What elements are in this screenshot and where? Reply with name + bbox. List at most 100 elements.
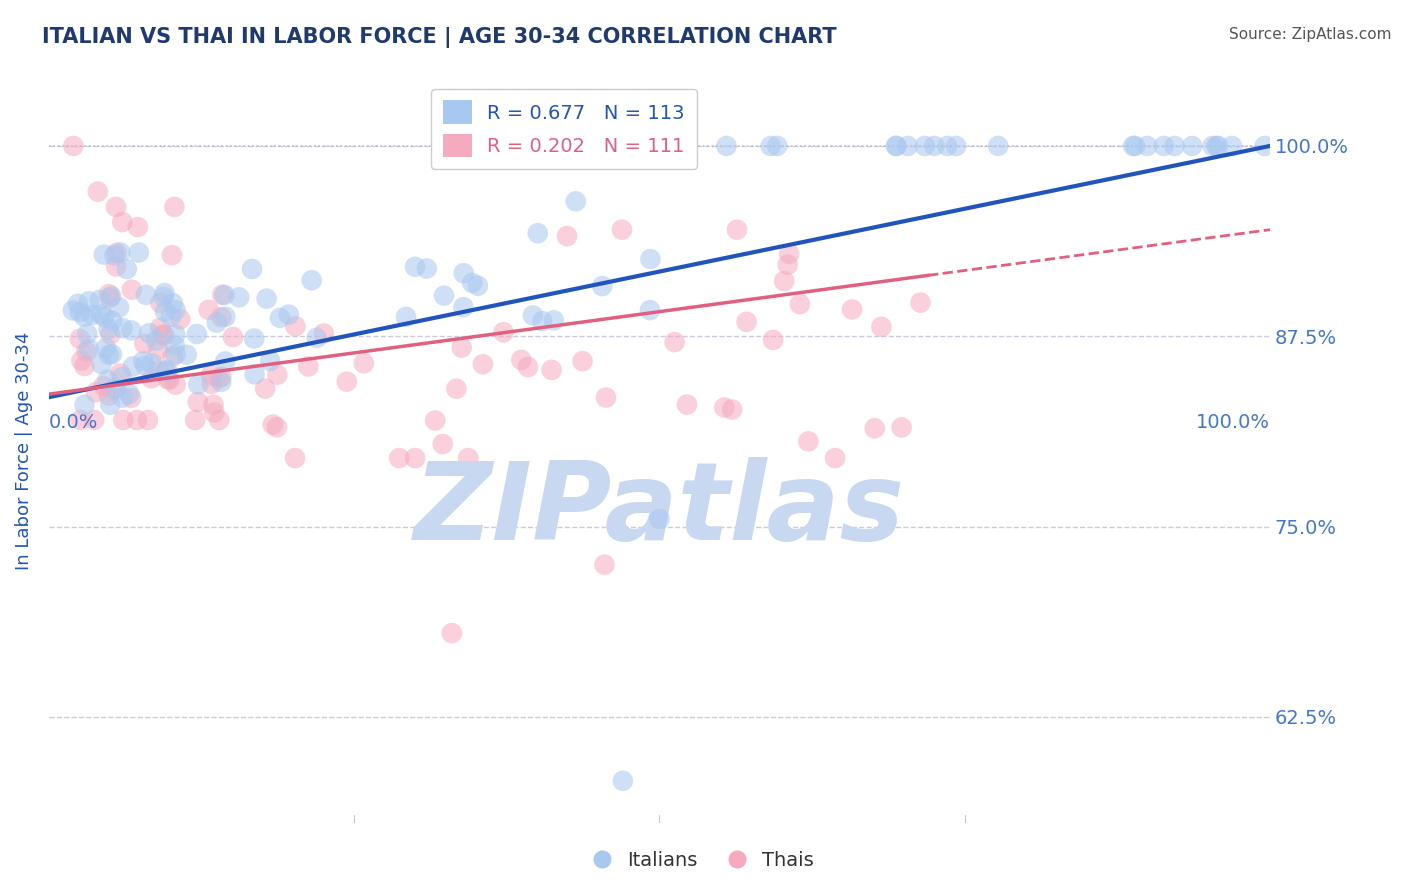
- Point: [425, 413, 447, 427]
- Point: [89, 293, 111, 307]
- Point: [163, 200, 186, 214]
- Point: [97, 373, 120, 387]
- Text: Source: ZipAtlas.com: Source: ZipAtlas.com: [1229, 27, 1392, 42]
- Point: [98, 348, 121, 362]
- Point: [214, 310, 236, 324]
- Point: [591, 279, 613, 293]
- Point: [209, 369, 232, 384]
- Point: [571, 354, 593, 368]
- Point: [97, 322, 120, 336]
- Point: [565, 194, 588, 209]
- Point: [163, 338, 186, 352]
- Point: [510, 352, 533, 367]
- Point: [105, 245, 128, 260]
- Point: [197, 302, 219, 317]
- Point: [457, 451, 479, 466]
- Text: 100.0%: 100.0%: [1197, 413, 1270, 432]
- Point: [211, 287, 233, 301]
- Point: [676, 398, 699, 412]
- Point: [1136, 139, 1159, 153]
- Point: [522, 309, 544, 323]
- Point: [66, 297, 89, 311]
- Point: [98, 327, 121, 342]
- Point: [103, 248, 125, 262]
- Point: [1201, 139, 1223, 153]
- Point: [83, 413, 105, 427]
- Point: [122, 359, 145, 374]
- Point: [84, 385, 107, 400]
- Point: [1123, 139, 1146, 153]
- Point: [120, 323, 142, 337]
- Point: [404, 260, 426, 274]
- Point: [890, 420, 912, 434]
- Point: [73, 310, 96, 324]
- Point: [766, 139, 789, 153]
- Point: [160, 310, 183, 324]
- Point: [735, 315, 758, 329]
- Point: [517, 359, 540, 374]
- Point: [97, 287, 120, 301]
- Point: [208, 371, 231, 385]
- Point: [209, 310, 232, 325]
- Point: [104, 382, 127, 396]
- Point: [110, 245, 132, 260]
- Point: [778, 247, 800, 261]
- Point: [141, 371, 163, 385]
- Point: [162, 296, 184, 310]
- Point: [108, 301, 131, 315]
- Text: ZIPatlas: ZIPatlas: [413, 457, 905, 563]
- Point: [134, 359, 156, 373]
- Point: [595, 391, 617, 405]
- Point: [1254, 139, 1277, 153]
- Point: [153, 286, 176, 301]
- Point: [243, 368, 266, 382]
- Point: [111, 321, 134, 335]
- Point: [62, 303, 84, 318]
- Point: [134, 336, 156, 351]
- Point: [101, 347, 124, 361]
- Point: [526, 226, 548, 240]
- Point: [228, 290, 250, 304]
- Point: [153, 304, 176, 318]
- Point: [214, 288, 236, 302]
- Point: [1220, 139, 1243, 153]
- Point: [104, 200, 127, 214]
- Point: [111, 215, 134, 229]
- Point: [610, 223, 633, 237]
- Point: [797, 434, 820, 449]
- Point: [1153, 139, 1175, 153]
- Point: [162, 350, 184, 364]
- Point: [762, 333, 785, 347]
- Point: [118, 387, 141, 401]
- Point: [69, 332, 91, 346]
- Point: [266, 368, 288, 382]
- Legend: Italians, Thais: Italians, Thais: [585, 843, 821, 878]
- Point: [186, 327, 208, 342]
- Point: [266, 420, 288, 434]
- Point: [914, 139, 936, 153]
- Point: [90, 357, 112, 371]
- Point: [202, 405, 225, 419]
- Point: [62, 139, 84, 153]
- Point: [111, 370, 134, 384]
- Point: [540, 363, 562, 377]
- Point: [404, 451, 426, 466]
- Point: [725, 223, 748, 237]
- Point: [886, 139, 908, 153]
- Point: [73, 398, 96, 412]
- Point: [159, 372, 181, 386]
- Point: [155, 365, 177, 379]
- Point: [256, 292, 278, 306]
- Point: [157, 372, 180, 386]
- Point: [450, 341, 472, 355]
- Point: [531, 314, 554, 328]
- Point: [721, 402, 744, 417]
- Point: [69, 413, 91, 427]
- Point: [132, 354, 155, 368]
- Point: [125, 413, 148, 427]
- Point: [467, 278, 489, 293]
- Point: [70, 353, 93, 368]
- Point: [93, 310, 115, 324]
- Point: [936, 139, 959, 153]
- Point: [73, 359, 96, 373]
